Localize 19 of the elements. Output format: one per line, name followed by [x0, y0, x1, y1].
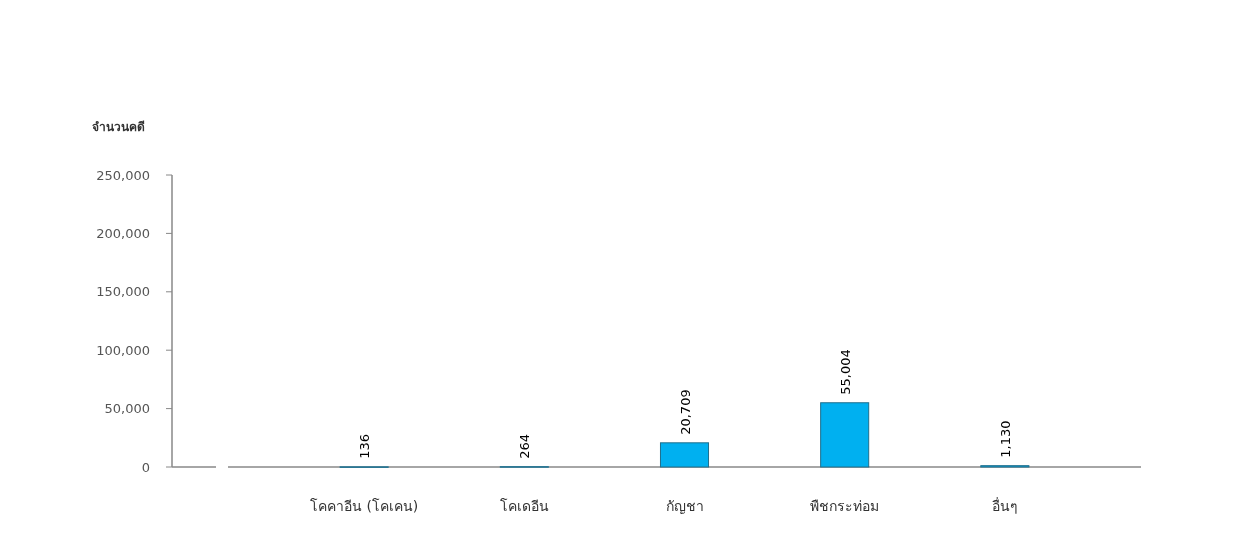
y-tick-label: 200,000: [96, 225, 150, 241]
data-label: 136: [357, 434, 373, 459]
bar: [820, 402, 870, 468]
y-tick-label: 150,000: [96, 284, 150, 300]
y-tick-label: 50,000: [104, 401, 150, 417]
x-tick-label: กัญชา: [665, 498, 704, 514]
x-tick-label: โคเดอีน: [499, 498, 549, 514]
data-label: 264: [517, 433, 533, 459]
y-tick-label: 0: [141, 459, 150, 475]
y-tick-label: 100,000: [96, 342, 150, 358]
data-label: 20,709: [677, 389, 693, 435]
x-tick-label: โคคาอีน (โคเคน): [309, 498, 419, 514]
data-label: 1,130: [997, 420, 1013, 458]
x-tick-label: พืชกระท่อม: [810, 498, 880, 514]
y-tick-label: 250,000: [96, 167, 150, 183]
y-axis-title: จำนวนคดี: [92, 120, 145, 134]
data-label: 55,004: [837, 349, 853, 395]
x-tick-label: อื่นๆ: [991, 497, 1018, 514]
bar: [659, 442, 710, 468]
